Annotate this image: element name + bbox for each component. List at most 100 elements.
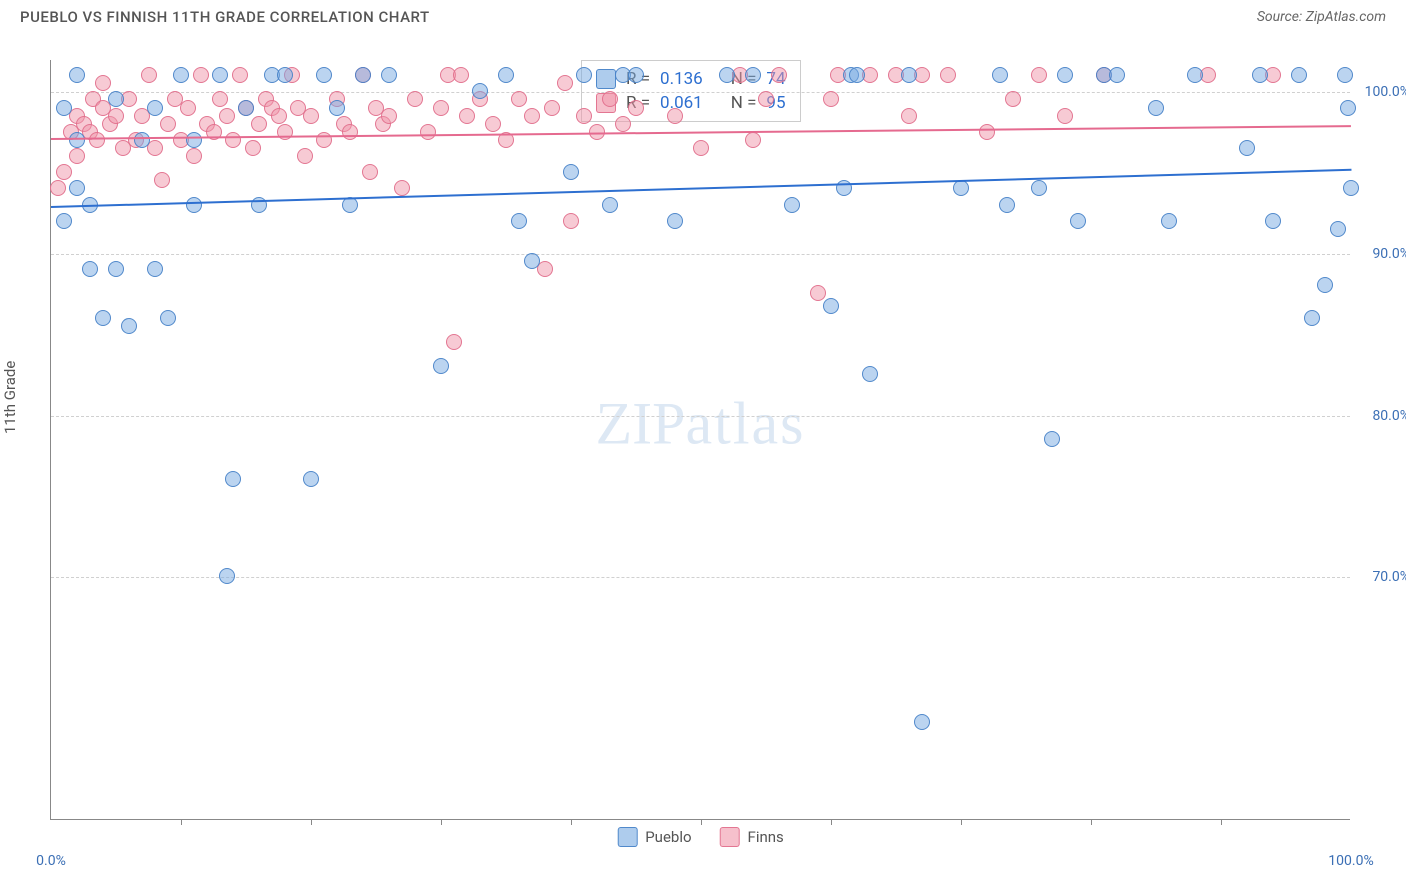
data-point xyxy=(271,108,287,124)
data-point xyxy=(154,172,170,188)
data-point xyxy=(1109,67,1125,83)
watermark: ZIPatlas xyxy=(596,390,806,459)
data-point xyxy=(563,164,579,180)
data-point xyxy=(355,67,371,83)
data-point xyxy=(193,67,209,83)
x-tick-label: 0.0% xyxy=(36,853,66,869)
data-point xyxy=(212,67,228,83)
data-point xyxy=(524,253,540,269)
data-point xyxy=(576,67,592,83)
swatch-blue-icon xyxy=(617,827,637,847)
x-tick xyxy=(961,819,962,825)
chart-title: PUEBLO VS FINNISH 11TH GRADE CORRELATION… xyxy=(20,8,430,26)
data-point xyxy=(544,100,560,116)
data-point xyxy=(745,67,761,83)
data-point xyxy=(628,100,644,116)
data-point xyxy=(979,124,995,140)
data-point xyxy=(82,261,98,277)
data-point xyxy=(472,83,488,99)
y-tick-label: 100.0% xyxy=(1365,84,1406,100)
data-point xyxy=(219,568,235,584)
legend-item-finns: Finns xyxy=(720,827,784,847)
data-point xyxy=(381,108,397,124)
source-attribution: Source: ZipAtlas.com xyxy=(1257,9,1386,25)
data-point xyxy=(147,100,163,116)
data-point xyxy=(745,132,761,148)
data-point xyxy=(1239,140,1255,156)
data-point xyxy=(498,67,514,83)
data-point xyxy=(186,132,202,148)
data-point xyxy=(420,124,436,140)
data-point xyxy=(219,108,235,124)
data-point xyxy=(225,132,241,148)
data-point xyxy=(186,148,202,164)
data-point xyxy=(758,91,774,107)
swatch-blue-icon xyxy=(596,69,616,89)
data-point xyxy=(108,108,124,124)
data-point xyxy=(1161,213,1177,229)
x-tick xyxy=(441,819,442,825)
data-point xyxy=(1304,310,1320,326)
data-point xyxy=(173,67,189,83)
data-point xyxy=(1031,180,1047,196)
data-point xyxy=(1187,67,1203,83)
data-point xyxy=(1291,67,1307,83)
data-point xyxy=(56,164,72,180)
data-point xyxy=(147,261,163,277)
data-point xyxy=(160,310,176,326)
data-point xyxy=(453,67,469,83)
chart-container: 11th Grade ZIPatlas R = 0.136 N = 74 R =… xyxy=(0,30,1406,880)
data-point xyxy=(459,108,475,124)
x-tick xyxy=(571,819,572,825)
data-point xyxy=(89,132,105,148)
data-point xyxy=(563,213,579,229)
data-point xyxy=(141,67,157,83)
data-point xyxy=(1317,277,1333,293)
data-point xyxy=(1252,67,1268,83)
x-tick xyxy=(311,819,312,825)
swatch-pink-icon xyxy=(720,827,740,847)
data-point xyxy=(524,108,540,124)
data-point xyxy=(134,132,150,148)
data-point xyxy=(862,366,878,382)
data-point xyxy=(225,471,241,487)
data-point xyxy=(810,285,826,301)
data-point xyxy=(69,132,85,148)
data-point xyxy=(1330,221,1346,237)
data-point xyxy=(1057,108,1073,124)
data-point xyxy=(433,358,449,374)
data-point xyxy=(849,67,865,83)
data-point xyxy=(251,116,267,132)
data-point xyxy=(823,91,839,107)
data-point xyxy=(362,164,378,180)
data-point xyxy=(433,100,449,116)
data-point xyxy=(823,298,839,314)
data-point xyxy=(511,213,527,229)
data-point xyxy=(232,67,248,83)
data-point xyxy=(1148,100,1164,116)
data-point xyxy=(999,197,1015,213)
data-point xyxy=(1057,67,1073,83)
data-point xyxy=(121,318,137,334)
data-point xyxy=(108,261,124,277)
data-point xyxy=(50,180,66,196)
data-point xyxy=(69,180,85,196)
data-point xyxy=(719,67,735,83)
data-point xyxy=(69,67,85,83)
trend-line xyxy=(51,168,1351,207)
data-point xyxy=(1340,100,1356,116)
data-point xyxy=(407,91,423,107)
gridline xyxy=(51,416,1350,417)
data-point xyxy=(1044,431,1060,447)
data-point xyxy=(212,91,228,107)
data-point xyxy=(615,116,631,132)
data-point xyxy=(901,108,917,124)
data-point xyxy=(485,116,501,132)
data-point xyxy=(381,67,397,83)
data-point xyxy=(238,100,254,116)
stats-row-finns: R = 0.061 N = 95 xyxy=(596,91,786,115)
data-point xyxy=(303,471,319,487)
data-point xyxy=(186,197,202,213)
data-point xyxy=(160,116,176,132)
data-point xyxy=(914,714,930,730)
